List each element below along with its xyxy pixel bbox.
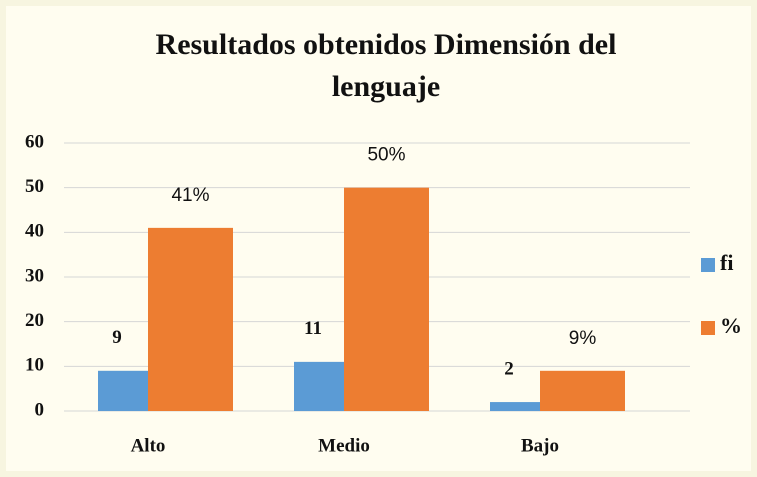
legend-label: % xyxy=(720,313,742,338)
chart: 0 10 20 30 40 50 60 Alto 9 41% Medio 11 50% Bajo 2 9% fi… xyxy=(25,131,742,456)
x-tick-label: Bajo xyxy=(521,435,559,456)
legend-swatch xyxy=(701,321,715,335)
data-label: 9% xyxy=(569,328,597,349)
bar xyxy=(344,187,429,411)
data-label: 9 xyxy=(112,327,122,348)
y-tick-label: 60 xyxy=(25,131,44,152)
bar xyxy=(148,227,233,411)
y-tick-label: 50 xyxy=(25,176,44,197)
y-tick-label: 20 xyxy=(25,310,44,331)
y-tick-label: 40 xyxy=(25,221,44,242)
x-tick-label: Alto xyxy=(131,435,166,456)
data-label: 41% xyxy=(171,185,209,206)
y-tick-label: 10 xyxy=(25,355,44,376)
y-tick-label: 0 xyxy=(35,399,45,420)
bar xyxy=(294,361,344,411)
data-label: 11 xyxy=(304,318,322,339)
legend-label: fi xyxy=(720,250,733,275)
bar xyxy=(98,370,148,411)
y-tick-label: 30 xyxy=(25,265,44,286)
chart-title: Resultados obtenidos Dimensión del lengu… xyxy=(155,28,617,103)
bar xyxy=(540,370,625,411)
legend-swatch xyxy=(701,258,715,272)
bar xyxy=(490,402,540,411)
data-label: 2 xyxy=(504,358,514,379)
data-label: 50% xyxy=(367,145,405,166)
x-tick-label: Medio xyxy=(318,435,370,456)
